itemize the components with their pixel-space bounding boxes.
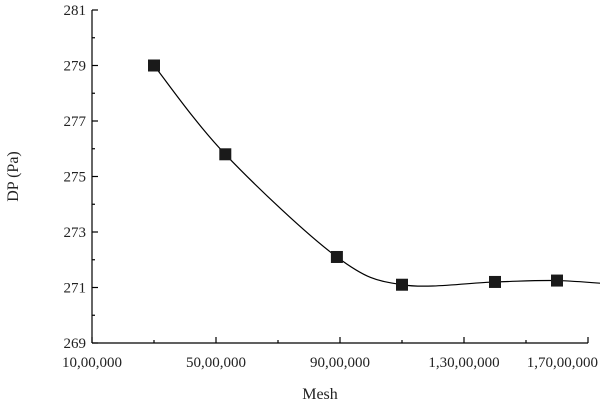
y-tick-label: 277: [64, 114, 87, 130]
data-point-marker: [330, 250, 343, 263]
y-ticks: 269 271 273 275 277 279 281: [64, 3, 98, 352]
y-tick-label: 273: [64, 225, 87, 241]
axes: [91, 10, 588, 344]
y-tick-label: 279: [64, 59, 87, 75]
x-ticks: 10,00,000 50,00,000 90,00,000 1,30,00,000 1,…: [62, 337, 598, 371]
data-point-marker: [489, 275, 501, 288]
x-tick-label: 10,00,000: [62, 355, 122, 371]
y-tick-label: 281: [64, 3, 87, 19]
x-tick-label: 50,00,000: [186, 355, 246, 371]
series-curve: [153, 65, 600, 287]
data-point-marker: [396, 278, 408, 291]
y-axis-title: DP (Pa): [5, 151, 22, 202]
x-tick-label: 1,70,00,000: [527, 355, 598, 371]
x-tick-label: 90,00,000: [310, 355, 370, 371]
y-tick-label: 269: [64, 336, 87, 352]
data-markers: [148, 59, 563, 291]
data-point-marker: [148, 59, 160, 72]
data-point-marker: [219, 148, 232, 161]
y-tick-label: 275: [64, 170, 87, 186]
y-tick-label: 271: [64, 281, 87, 297]
data-point-marker: [551, 274, 563, 287]
x-tick-label: 1,30,00,000: [428, 355, 499, 371]
x-axis-title: Mesh: [302, 386, 338, 403]
